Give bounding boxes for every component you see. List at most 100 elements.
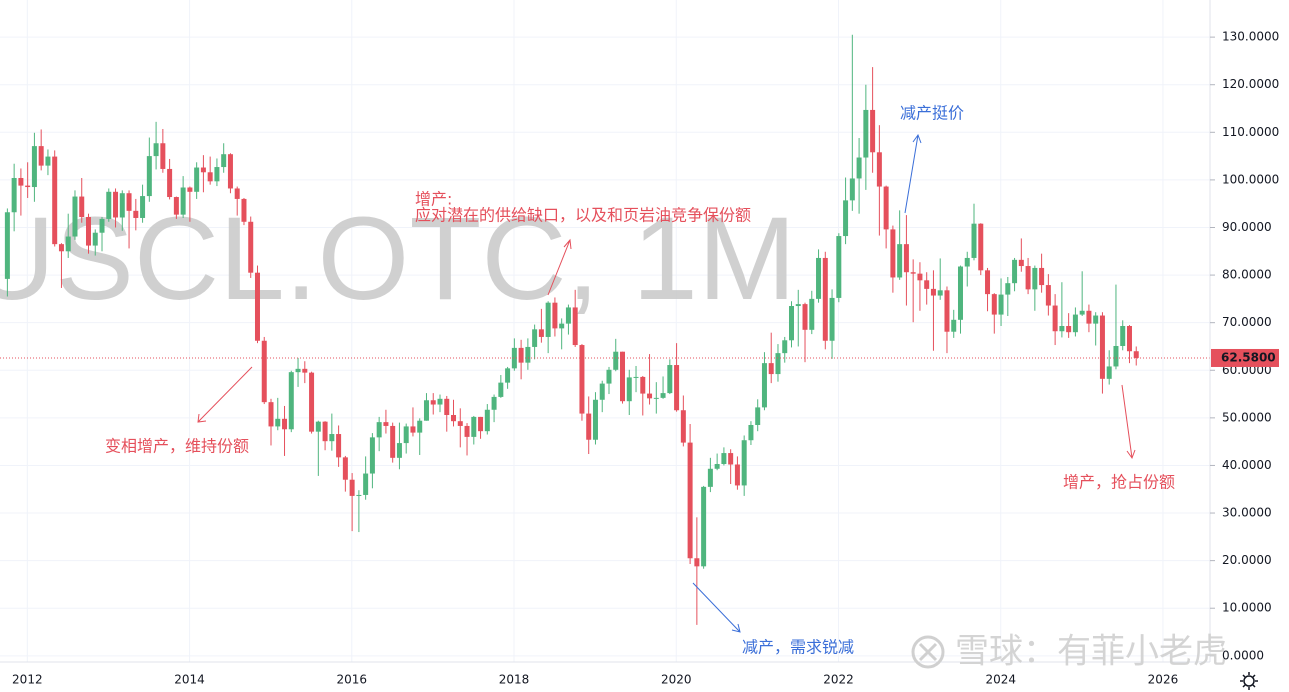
y-tick-label: 30.0000 <box>1222 506 1272 520</box>
candle-body <box>836 236 842 298</box>
candle-body <box>349 479 355 496</box>
x-tick-label: 2026 <box>1148 673 1179 687</box>
y-tick-label: 0.0000 <box>1222 648 1264 662</box>
candle-body <box>1012 259 1018 284</box>
candle-body <box>538 329 544 337</box>
arrow <box>197 366 253 423</box>
annotation: 变相增产，维持份额 <box>105 437 249 456</box>
candle-body <box>241 198 247 222</box>
annotation: 减产，需求锐减 <box>742 638 854 657</box>
candle-body <box>160 143 166 169</box>
y-tick-label: 130.0000 <box>1222 30 1279 44</box>
candle-body <box>579 345 585 414</box>
candle-body <box>275 418 281 427</box>
y-tick-label: 70.0000 <box>1222 315 1272 329</box>
candle-body <box>599 383 605 400</box>
y-tick-label: 50.0000 <box>1222 410 1272 424</box>
y-tick-label: 20.0000 <box>1222 553 1272 567</box>
candle-body <box>856 157 862 179</box>
candle-body <box>863 109 869 158</box>
candle-body <box>944 290 950 332</box>
candle-body <box>363 473 369 495</box>
candle-body <box>694 558 700 567</box>
candle-body <box>545 302 551 337</box>
candle-body <box>626 377 632 402</box>
candle-body <box>924 280 930 289</box>
candle-body <box>1039 267 1045 286</box>
candle-body <box>1072 314 1078 333</box>
candle-body <box>795 304 801 307</box>
candle-body <box>85 217 91 246</box>
candle-body <box>342 457 348 480</box>
candle-body <box>79 196 85 218</box>
candle-body <box>876 152 882 187</box>
x-tick-label: 2024 <box>985 673 1016 687</box>
candle-body <box>140 196 146 218</box>
candle-body <box>4 212 10 279</box>
candle-body <box>985 270 991 295</box>
candle-body <box>782 340 788 354</box>
candle-body <box>883 186 889 230</box>
candle-body <box>660 393 666 398</box>
candle-body <box>478 416 484 432</box>
candle-body <box>1018 259 1024 267</box>
candle-body <box>268 402 274 427</box>
candle-body <box>99 218 105 233</box>
candle-body <box>957 266 963 320</box>
candle-body <box>187 187 193 192</box>
axes: 0.0000 10.0000 20.0000 30.0000 40.0000 50.000… <box>12 30 1279 687</box>
candle-body <box>1086 310 1092 324</box>
candle-body <box>829 297 835 341</box>
candle-body <box>119 193 125 218</box>
candle-body <box>214 167 220 182</box>
candle-body <box>559 323 565 329</box>
candle-body <box>309 372 315 432</box>
x-tick-label: 2020 <box>661 673 692 687</box>
candle-body <box>410 426 416 433</box>
candle-body <box>491 396 497 410</box>
settings-icon[interactable] <box>1240 672 1258 690</box>
candle-body <box>1005 283 1011 295</box>
candle-body <box>734 464 740 486</box>
candle-body <box>471 416 477 437</box>
arrow <box>1121 384 1136 460</box>
watermark: USCL.OTC, 1M <box>0 193 796 325</box>
candle-body <box>1025 266 1031 290</box>
candles <box>0 34 1210 625</box>
candle-body <box>227 154 233 189</box>
gear[interactable] <box>1243 675 1255 687</box>
y-tick-label: 90.0000 <box>1222 220 1272 234</box>
candle-body <box>288 372 294 430</box>
candle-body <box>457 421 463 426</box>
candle-body <box>383 422 389 426</box>
candle-body <box>464 425 470 437</box>
y-tick-label: 110.0000 <box>1222 125 1279 139</box>
candle-body <box>1099 315 1105 379</box>
gear[interactable] <box>1240 672 1258 690</box>
candle-body <box>1120 326 1126 346</box>
candle-body <box>315 421 321 432</box>
candle-body <box>329 434 335 442</box>
candle-body <box>809 298 815 330</box>
arrows <box>197 133 1136 633</box>
candle-body <box>31 146 37 188</box>
candle-body <box>390 425 396 458</box>
candle-body <box>721 453 727 465</box>
candle-body <box>565 307 571 324</box>
candle-body <box>728 453 734 465</box>
candle-body <box>667 365 673 394</box>
candle-body <box>11 177 17 213</box>
candle-body <box>336 434 342 458</box>
candle-body <box>755 407 761 425</box>
candle-body <box>890 229 896 278</box>
candle-body <box>511 347 517 369</box>
candle-body <box>126 193 132 211</box>
last-price-label: 62.5800 <box>1221 350 1276 364</box>
x-tick-label: 2022 <box>823 673 854 687</box>
candle-body <box>113 191 119 218</box>
arrow <box>547 238 572 296</box>
candle-body <box>133 210 139 218</box>
candle-body <box>248 221 254 273</box>
candle-body <box>903 244 909 273</box>
y-tick-label: 80.0000 <box>1222 268 1272 282</box>
